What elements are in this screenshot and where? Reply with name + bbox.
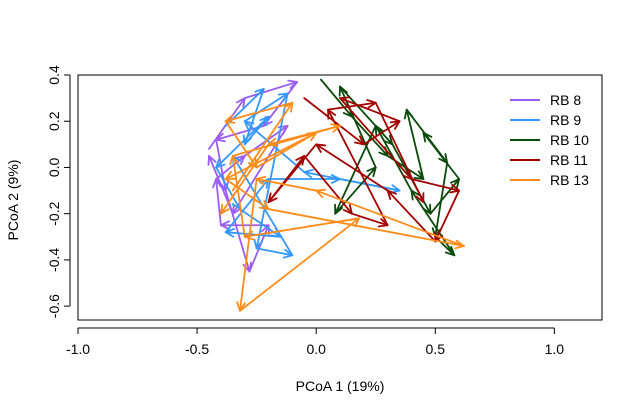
y-tick-label: 0.0 xyxy=(46,158,62,178)
arrow xyxy=(374,101,425,204)
arrow xyxy=(255,247,294,259)
arrow-shaft xyxy=(315,143,389,192)
arrow-shaft xyxy=(422,131,460,180)
arrow-shaft xyxy=(429,178,460,215)
arrow-shaft xyxy=(351,115,389,157)
arrow-shaft xyxy=(243,81,299,100)
arrow-shaft xyxy=(339,97,401,123)
arrow xyxy=(212,178,222,227)
arrow-shaft xyxy=(351,212,389,227)
legend-label: RB 10 xyxy=(550,132,589,148)
arrow-shaft xyxy=(224,101,294,123)
legend-item: RB 13 xyxy=(510,172,589,188)
x-axis-title: PCoA 1 (19%) xyxy=(296,378,385,394)
x-tick-label: 0.0 xyxy=(306,341,326,357)
series-rb-10 xyxy=(320,78,460,257)
arrow-shaft xyxy=(243,120,306,173)
arrow-shaft xyxy=(334,166,377,215)
legend-item: RB 9 xyxy=(510,112,581,128)
y-tick-label: -0.4 xyxy=(46,248,62,272)
arrow-shaft xyxy=(374,101,425,204)
legend-item: RB 11 xyxy=(510,152,588,168)
arrow-shaft xyxy=(362,120,401,146)
arrow-shaft xyxy=(239,217,360,312)
arrow-shaft xyxy=(339,85,394,146)
x-tick-label: -0.5 xyxy=(185,341,209,357)
arrow-shaft xyxy=(224,231,282,238)
y-axis: -0.6 -0.4 -0.2 0.0 0.2 0.4 xyxy=(46,65,71,318)
y-tick-label: 0.4 xyxy=(46,65,62,85)
arrow-shaft xyxy=(224,178,270,210)
arrow xyxy=(207,154,234,215)
arrows-layer xyxy=(207,78,465,312)
arrow-head xyxy=(415,192,425,204)
x-tick-label: 0.5 xyxy=(426,341,446,357)
plot-frame xyxy=(77,74,603,321)
x-tick-label: -1.0 xyxy=(66,341,90,357)
arrow-shaft xyxy=(215,178,222,227)
arrow-shaft xyxy=(320,78,353,118)
y-tick-label: -0.2 xyxy=(46,201,62,225)
arrow-shaft xyxy=(231,154,246,238)
x-axis: -1.0 -0.5 0.0 0.5 1.0 xyxy=(66,327,565,357)
y-tick-label: 0.2 xyxy=(46,111,62,131)
legend-label: RB 8 xyxy=(550,92,581,108)
arrow-shaft xyxy=(315,189,465,247)
arrow-shaft xyxy=(243,87,265,146)
arrow xyxy=(220,143,270,215)
arrow-shaft xyxy=(243,92,289,123)
arrow-head xyxy=(207,154,217,166)
y-axis-title: PCoA 2 (9%) xyxy=(5,160,21,241)
arrow xyxy=(422,131,460,180)
arrow-shaft xyxy=(224,178,270,234)
arrow-shaft xyxy=(255,247,294,257)
arrow-shaft xyxy=(434,189,460,243)
arrow xyxy=(303,154,353,215)
y-tick-label: -0.6 xyxy=(46,294,62,318)
arrow xyxy=(243,79,299,100)
legend-label: RB 13 xyxy=(550,172,589,188)
arrow-head xyxy=(422,131,433,143)
x-tick-label: 1.0 xyxy=(545,341,565,357)
arrow-shaft xyxy=(215,166,241,210)
legend-item: RB 10 xyxy=(510,132,589,148)
arrow xyxy=(327,99,377,111)
legend-label: RB 11 xyxy=(550,152,588,168)
arrow-shaft xyxy=(224,131,318,180)
arrow xyxy=(338,85,377,169)
arrow-shaft xyxy=(243,217,360,238)
arrow-shaft xyxy=(405,108,425,180)
legend: RB 8 RB 9 RB 10 RB 11 RB 13 xyxy=(510,92,589,188)
arrow-shaft xyxy=(262,81,299,127)
arrow-shaft xyxy=(339,85,377,169)
arrow-shaft xyxy=(327,108,389,227)
arrow-shaft xyxy=(327,101,377,111)
arrow-shaft xyxy=(220,143,270,215)
arrow-shaft xyxy=(410,178,460,192)
arrow-shaft xyxy=(339,97,413,180)
arrow-shaft xyxy=(267,208,465,247)
legend-label: RB 9 xyxy=(550,112,581,128)
arrow-shaft xyxy=(303,171,401,192)
arrow xyxy=(239,217,360,312)
arrow-shaft xyxy=(303,154,353,215)
arrow-shaft xyxy=(255,178,318,192)
arrow-shaft xyxy=(267,124,341,146)
legend-item: RB 8 xyxy=(510,92,581,108)
arrow-shaft xyxy=(410,189,456,257)
arrow-shaft xyxy=(224,120,258,169)
arrow-head xyxy=(220,203,230,215)
arrow-shaft xyxy=(208,154,234,215)
arrow-shaft xyxy=(215,115,270,169)
series-rb-13 xyxy=(220,101,465,312)
arrow-shaft xyxy=(267,154,306,204)
series-rb-11 xyxy=(267,96,460,243)
arrow-shaft xyxy=(239,178,258,312)
arrow-shaft xyxy=(255,92,289,250)
